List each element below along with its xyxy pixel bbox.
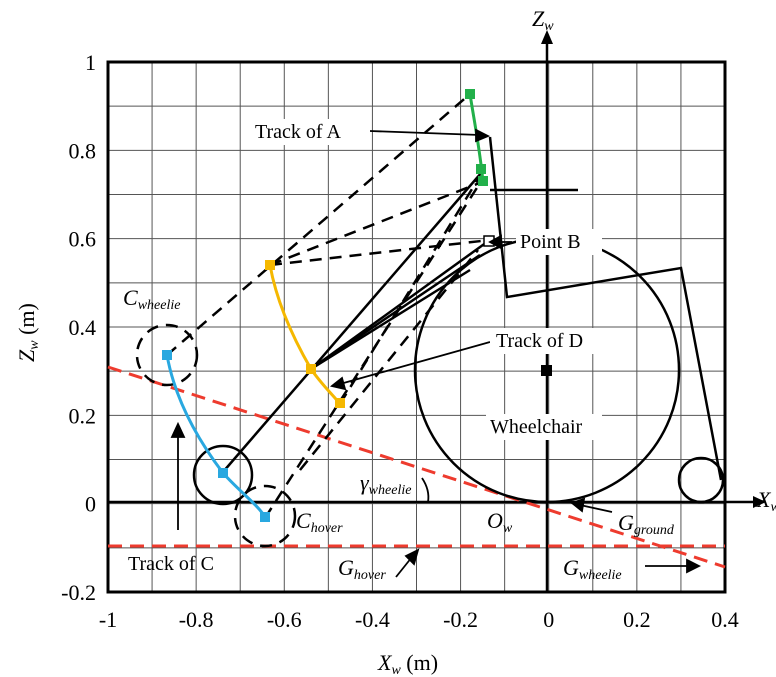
track-marker bbox=[476, 164, 486, 174]
world-x-axis-arrow bbox=[753, 496, 766, 508]
caster-wheel bbox=[677, 456, 725, 504]
x-tick-label: -1 bbox=[99, 607, 117, 632]
y-tick-label: 0.6 bbox=[69, 227, 97, 252]
c-wheelie-circle bbox=[135, 323, 199, 387]
world-x-axis-name: Xw bbox=[756, 487, 776, 515]
annotation-arrows bbox=[170, 128, 702, 578]
track-d-curve bbox=[268, 264, 342, 405]
world-z-axis-name: Zw bbox=[532, 6, 554, 34]
y-tick-label: 0 bbox=[85, 492, 96, 517]
track-marker bbox=[260, 512, 270, 522]
label-wheelchair: Wheelchair bbox=[490, 416, 582, 438]
track-d-markers bbox=[265, 260, 345, 408]
wheel-center-marker bbox=[541, 365, 552, 376]
track-marker bbox=[162, 350, 172, 360]
x-tick-label: 0.2 bbox=[623, 607, 651, 632]
label-track-d: Track of D bbox=[496, 330, 583, 352]
grid bbox=[108, 62, 725, 592]
label-g-wheelie: Gwheelie bbox=[563, 555, 622, 583]
c-hover-circle bbox=[233, 484, 297, 548]
plot-frame bbox=[106, 60, 727, 594]
track-c-markers bbox=[162, 350, 270, 522]
track-marker bbox=[335, 398, 345, 408]
y-axis-title: Zw (m) bbox=[14, 303, 42, 362]
dashed-structure bbox=[135, 93, 491, 548]
label-c-wheelie: Cwheelie bbox=[123, 285, 180, 313]
label-gamma: γwheelie bbox=[360, 470, 411, 498]
seat-frame bbox=[488, 136, 723, 481]
track-marker bbox=[465, 89, 475, 99]
y-tick-label: -0.2 bbox=[61, 580, 96, 605]
label-c-hover: Chover bbox=[296, 508, 343, 536]
label-point-b: Point B bbox=[520, 231, 581, 253]
x-tick-label: -0.4 bbox=[355, 607, 390, 632]
y-tick-label: 1 bbox=[85, 50, 96, 75]
x-tick-label: -0.6 bbox=[267, 607, 302, 632]
y-tick-label: 0.2 bbox=[69, 403, 97, 428]
x-tick-labels: -1 -0.8 -0.6 -0.4 -0.2 0 0.2 0.4 bbox=[99, 607, 739, 632]
label-g-hover: Ghover bbox=[338, 555, 386, 583]
foot-circle bbox=[192, 444, 254, 506]
track-marker bbox=[265, 260, 275, 270]
track-c-curve bbox=[165, 354, 267, 518]
label-track-c: Track of C bbox=[128, 553, 214, 575]
world-z-axis-arrow bbox=[541, 30, 553, 44]
x-tick-label: 0.4 bbox=[711, 607, 739, 632]
track-marker bbox=[478, 176, 488, 186]
x-tick-label: -0.8 bbox=[179, 607, 214, 632]
label-track-a: Track of A bbox=[255, 121, 341, 143]
track-marker bbox=[306, 364, 316, 374]
link-ca bbox=[222, 171, 483, 473]
label-g-ground: Gground bbox=[618, 510, 675, 538]
x-tick-label: -0.2 bbox=[443, 607, 478, 632]
y-tick-label: 0.4 bbox=[69, 315, 97, 340]
link-d-b3 bbox=[310, 268, 471, 371]
origin-label: Ow bbox=[487, 508, 513, 536]
gamma-arc bbox=[421, 477, 430, 503]
x-axis-title: Xw (m) bbox=[377, 650, 438, 677]
y-tick-labels: 1 0.8 0.6 0.4 0.2 0 -0.2 bbox=[61, 50, 96, 605]
y-tick-label: 0.8 bbox=[69, 138, 97, 163]
track-a-markers bbox=[465, 89, 488, 186]
x-tick-label: 0 bbox=[543, 607, 554, 632]
track-marker bbox=[218, 468, 228, 478]
ground-wheelie-line bbox=[107, 365, 726, 569]
